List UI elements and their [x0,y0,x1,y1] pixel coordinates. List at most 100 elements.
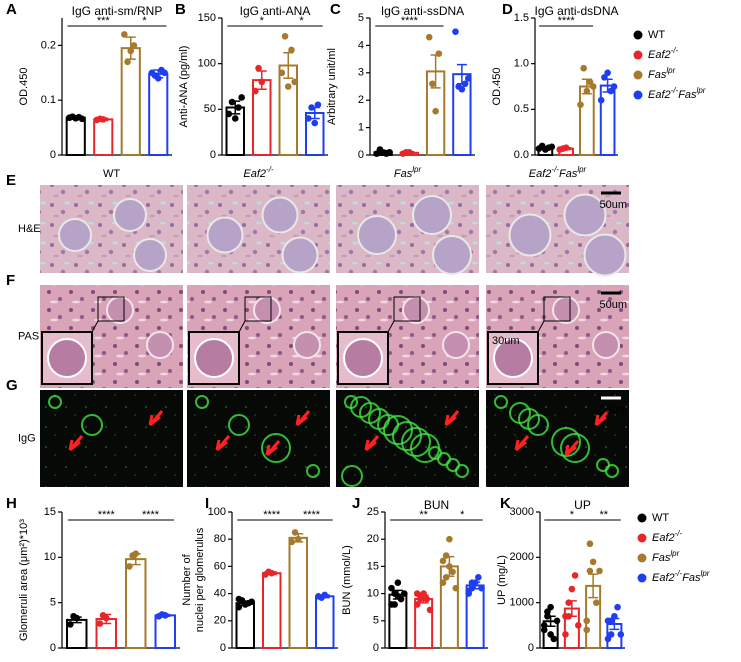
glomerulus [552,296,580,324]
data-point [127,47,135,55]
chart-title: IgG anti-sm/RNP [72,4,163,18]
group-label: Faslpr [394,165,422,180]
bar [579,85,595,156]
data-point [235,104,242,111]
row-label: PAS [18,330,39,342]
y-tick-label: 0.2 [41,39,56,51]
glomerulus [206,216,244,254]
legend-marker [637,553,647,563]
fluorescence [392,421,422,451]
data-point [429,80,436,88]
data-point [78,115,86,123]
arrow [594,410,610,427]
legend-marker [633,50,643,60]
data-point [406,148,413,156]
inset-arrow [537,320,545,333]
bar [262,572,282,650]
bar [148,72,169,156]
data-point [464,74,472,82]
glomerulus [253,296,281,324]
data-point [583,87,591,95]
bar [93,118,114,156]
data-point [102,614,110,622]
significance-label: * [460,509,465,521]
data-point [562,631,569,638]
data-point [124,58,131,66]
y-tick-label: 0 [50,149,56,161]
y-tick-label: 0 [528,642,534,654]
panel-letter: J [352,495,360,512]
data-point [574,622,582,629]
y-axis-label: UP (mg/L) [496,555,508,605]
data-point [468,584,476,592]
superscript: lpr [670,549,679,558]
y-tick-label: 25 [367,506,379,518]
inset-scale-label: 30um [492,335,520,347]
significance-label: **** [303,509,321,521]
superscript: lpr [666,66,675,75]
y-tick-label: 3 [358,67,364,79]
y-axis-label: Glomeruli area (μm²)*10³ [18,519,30,641]
y-tick-label: 100 [208,506,226,518]
legend-marker [633,90,643,100]
data-point [446,535,453,543]
bar [315,595,335,650]
significance-label: *** [97,15,111,27]
superscript: -/- [675,529,683,538]
data-point [461,80,469,88]
data-point [235,603,243,611]
data-point [161,69,168,77]
y-axis-label: Number of [181,553,193,605]
fluorescence [551,427,581,457]
glomerulus [402,296,430,324]
data-point [446,563,453,570]
y-tick-label: 0 [358,149,364,161]
bar [599,84,616,156]
y-tick-label: 0 [373,642,379,654]
bar [288,536,308,650]
y-axis-label: BUN (mmol/L) [341,545,353,615]
arrow [444,410,460,427]
superscript: -/- [551,165,559,174]
group-name: WT [652,512,669,524]
group-label: Eaf2-/-Faslpr [648,86,706,101]
fluorescence [228,414,250,436]
inset-glomerulus [493,338,533,378]
data-point [238,94,245,101]
data-point [544,612,551,620]
data-point [565,612,572,620]
fluorescence [48,395,62,409]
significance-label: **** [558,15,576,27]
legend-marker [637,533,647,543]
bar [120,47,141,156]
data-point [439,557,447,565]
panel-letter: B [175,1,186,18]
significance-label: * [142,15,147,27]
group-name: Eaf2 [648,89,671,101]
group-name: Fas [682,572,701,584]
data-point [314,101,322,109]
group-name: Eaf2 [648,49,671,61]
arrow [68,435,84,452]
data-point [284,83,292,90]
data-point [268,569,276,577]
data-point [586,540,594,548]
arrow [514,435,530,452]
y-tick-label: 2 [358,94,364,106]
data-point [544,608,551,616]
group-label: Eaf2-/- [243,165,274,180]
fluorescence [494,395,508,409]
significance-label: * [570,509,575,521]
y-tick-label: 10 [367,588,379,600]
data-point [617,631,625,638]
data-point [235,595,243,603]
fluorescence [341,465,363,487]
y-tick-label: 50 [204,103,216,115]
data-point [607,631,615,638]
data-point [571,572,579,579]
y-tick-label: 10 [44,551,56,563]
data-point [468,579,476,587]
data-point [610,83,618,90]
y-tick-label: 0.0 [514,149,529,161]
glomerulus [592,331,620,359]
